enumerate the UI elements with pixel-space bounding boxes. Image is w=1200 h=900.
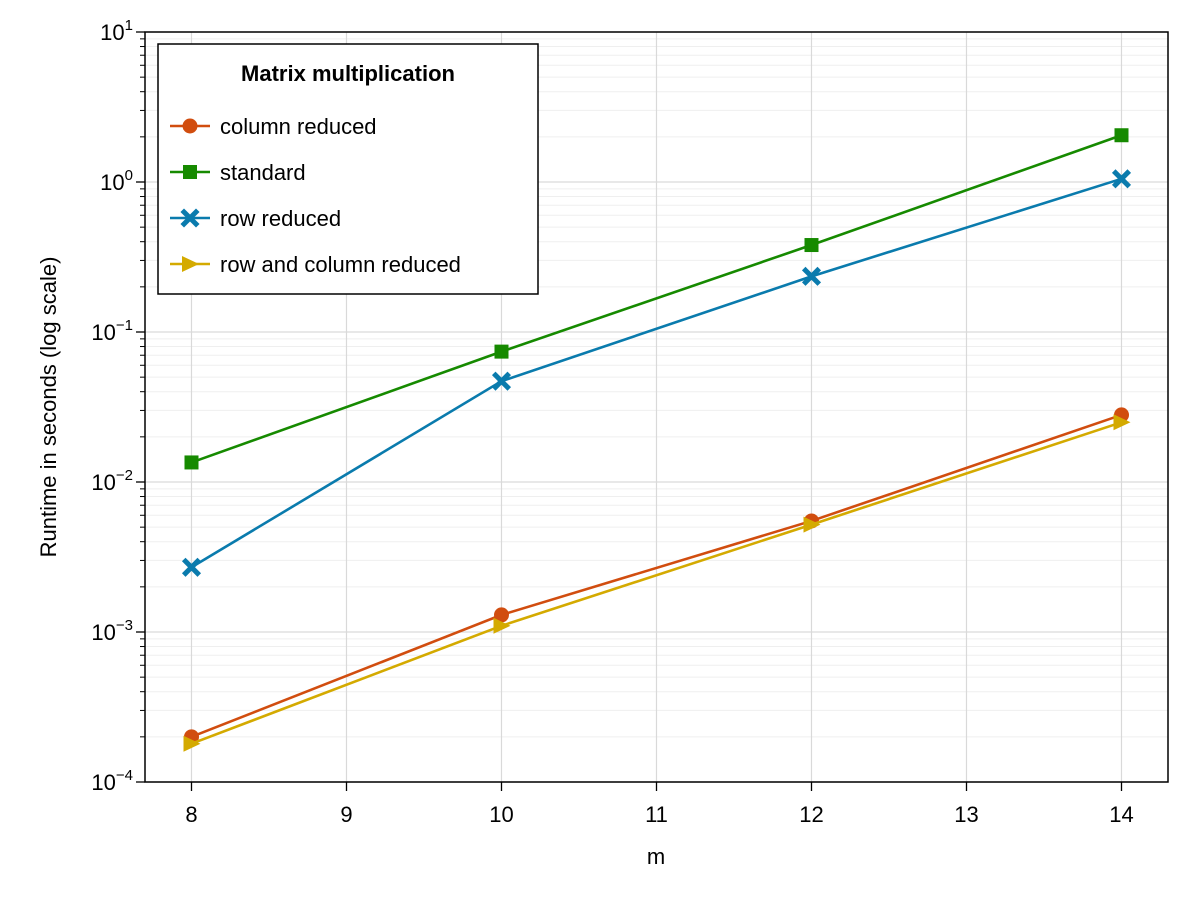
legend-items: column reduced standard row reduced row and… [170,114,461,277]
legend-marker [180,208,200,228]
series-line [191,413,1122,739]
data-point [1111,169,1132,189]
data-point [184,455,199,470]
legend-label: row reduced [220,206,341,231]
legend-label: standard [220,160,306,185]
legend-marker [182,118,198,134]
data-point [1113,414,1131,431]
legend-item: row reduced [170,206,341,231]
data-point [801,266,822,286]
legend-title: Matrix multiplication [241,61,455,86]
series-line [190,177,1122,569]
y-axis-title: Runtime in seconds (log scale) [36,257,61,558]
y-tick-label: 10−2 [91,467,133,495]
grid [145,31,1168,783]
legend-label: column reduced [220,114,377,139]
y-tick-label: 101 [100,17,133,45]
x-tick-label: 13 [954,802,978,827]
x-tick-label: 8 [185,802,197,827]
axis-ticks: 10−4 10−3 10−2 10−1 100 101 8 9 10 11 12 13 14 [91,17,1133,827]
legend-label: row and column reduced [220,252,461,277]
x-tick-label: 14 [1109,802,1133,827]
y-tick-label: 100 [100,167,133,195]
data-point [183,735,201,752]
x-tick-label: 10 [489,802,513,827]
legend-item: row and column reduced [170,252,461,277]
data-point [181,557,202,577]
legend-item: standard [170,160,306,185]
data-point [494,344,509,359]
x-axis-title: m [647,844,665,869]
data-point [803,516,821,533]
data-point [491,371,512,391]
series-layer [181,128,1132,752]
y-tick-label: 10−4 [91,767,133,795]
x-tick-label: 12 [799,802,823,827]
y-tick-label: 10−1 [91,317,133,345]
data-point [493,617,511,634]
series-standard [184,128,1129,470]
legend-box [157,43,539,295]
x-tick-label: 11 [645,802,668,827]
legend: Matrix multiplication column reduced stan… [157,43,539,295]
series-row-and-column-reduced [183,414,1131,752]
marker-stroke [180,208,200,228]
series-row-reduced [181,169,1132,577]
marker-stroke [1111,169,1132,189]
x-tick-label: 9 [340,802,352,827]
marker-stroke [491,371,512,391]
legend-marker [183,165,197,179]
legend-marker [182,256,199,272]
marker-stroke [801,266,822,286]
data-point [1114,128,1129,143]
marker-stroke [181,557,202,577]
series-line [191,134,1122,464]
data-point [804,238,819,253]
series-line [191,421,1122,745]
y-tick-label: 10−3 [91,617,133,645]
legend-item: column reduced [170,114,377,139]
data-point [494,607,509,623]
